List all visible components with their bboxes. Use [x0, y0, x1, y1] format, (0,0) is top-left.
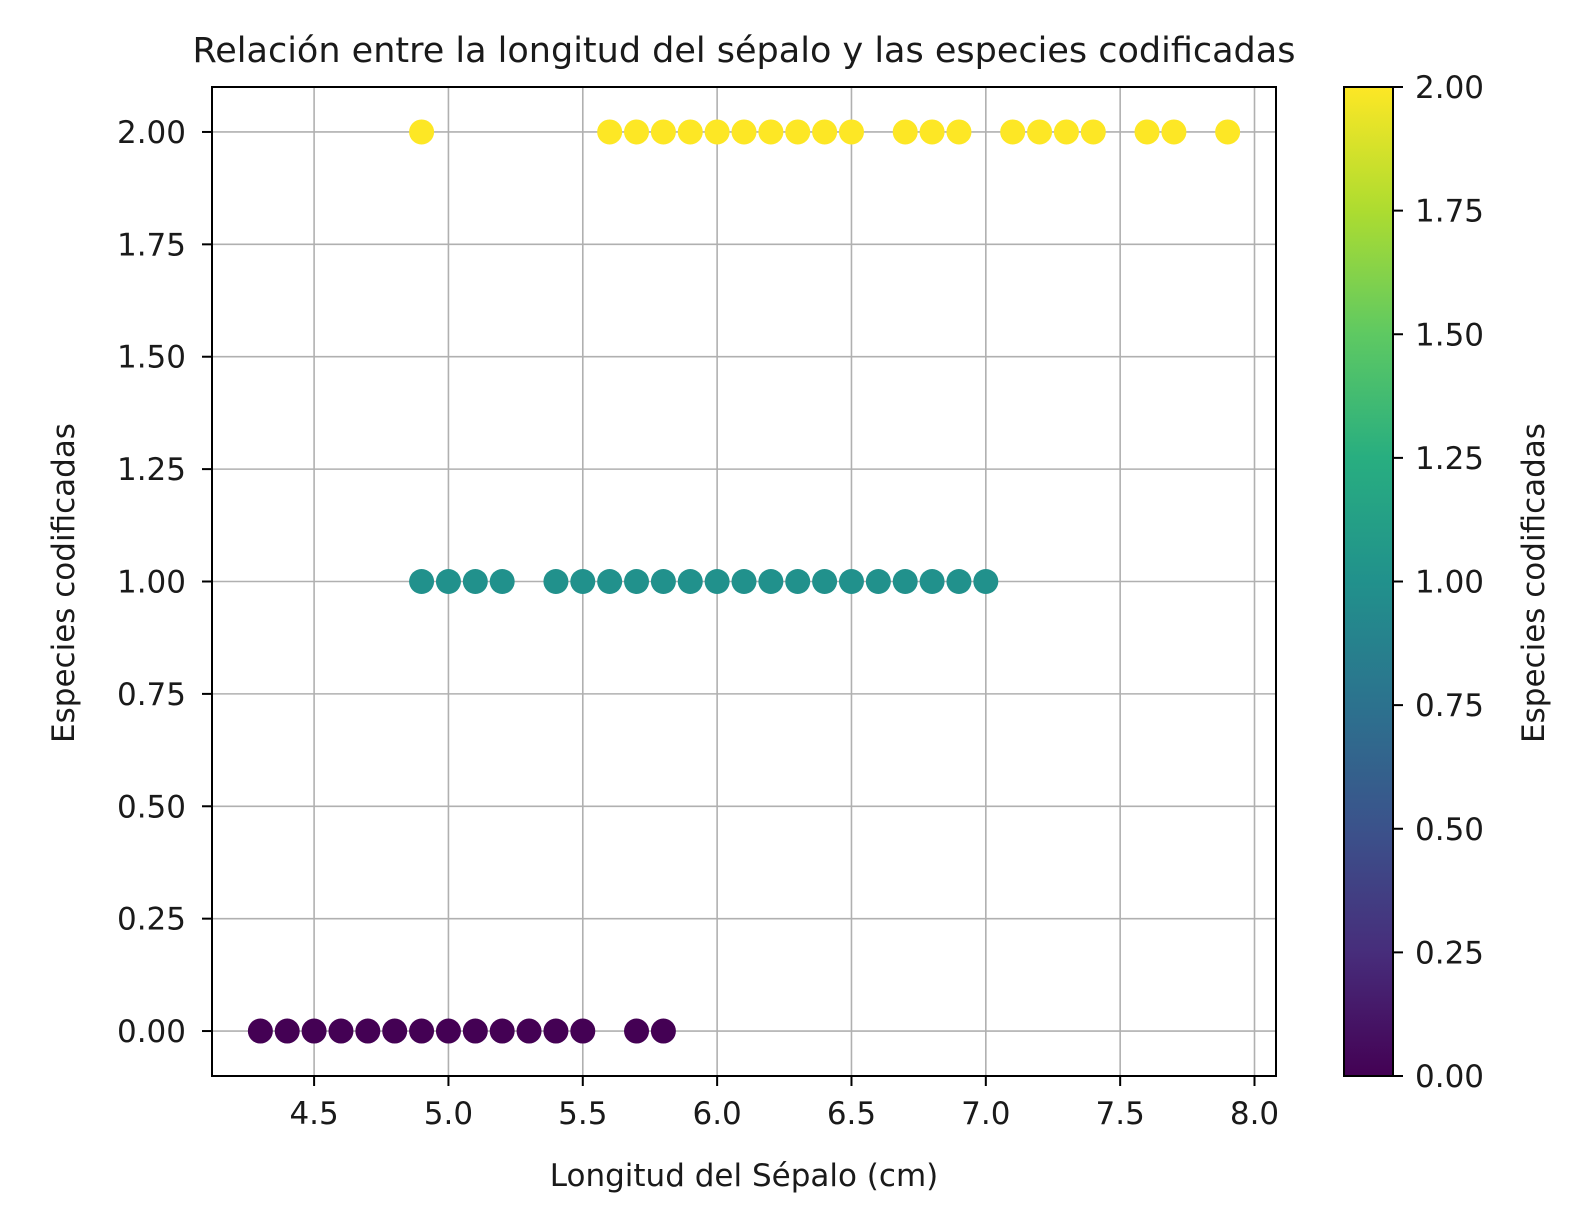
- scatter-point: [892, 119, 918, 145]
- scatter-point: [516, 1018, 542, 1044]
- scatter-point: [677, 569, 703, 594]
- x-tick-label: 7.5: [1096, 1096, 1145, 1132]
- scatter-point: [624, 1018, 650, 1044]
- scatter-point: [973, 569, 999, 594]
- scatter-point: [489, 569, 515, 594]
- scatter-point: [919, 569, 945, 594]
- colorbar-tick-label: 0.00: [1415, 1059, 1484, 1095]
- scatter-point: [650, 1018, 676, 1044]
- scatter-point: [409, 119, 435, 145]
- scatter-point: [1053, 119, 1079, 145]
- colorbar-tick-label: 1.00: [1415, 565, 1484, 601]
- scatter-point: [758, 569, 784, 594]
- scatter-point: [704, 119, 730, 145]
- colorbar-tick-label: 2.00: [1415, 70, 1484, 106]
- y-tick-label: 1.00: [117, 565, 186, 601]
- x-tick-label: 6.0: [692, 1096, 741, 1132]
- scatter-point: [865, 569, 891, 594]
- scatter-point: [409, 569, 435, 594]
- scatter-point: [462, 569, 488, 594]
- scatter-point: [570, 1018, 596, 1044]
- scatter-point: [328, 1018, 354, 1044]
- scatter-point: [543, 569, 569, 594]
- colorbar-tick-label: 0.50: [1415, 812, 1484, 848]
- x-tick-label: 7.0: [961, 1096, 1010, 1132]
- scatter-point: [382, 1018, 408, 1044]
- scatter-point: [1027, 119, 1053, 145]
- colorbar-tick-label: 1.75: [1415, 194, 1484, 230]
- scatter-point: [919, 119, 945, 145]
- scatter-point: [1134, 119, 1160, 145]
- colorbar-tick-label: 0.75: [1415, 688, 1484, 724]
- y-tick-label: 0.50: [117, 789, 186, 825]
- scatter-point: [892, 569, 918, 594]
- scatter-point: [435, 569, 461, 594]
- scatter-point: [838, 569, 864, 594]
- scatter-point: [301, 1018, 327, 1044]
- scatter-point: [1161, 119, 1187, 145]
- scatter-point: [624, 119, 650, 145]
- chart-title: Relación entre la longitud del sépalo y …: [193, 31, 1296, 71]
- y-axis: 0.00 0.25 0.50 0.75 1.00 1.25 1.50 1.75 2.00: [117, 115, 212, 1050]
- scatter-point: [812, 119, 838, 145]
- scatter-point: [731, 119, 757, 145]
- colorbar-tick-label: 1.50: [1415, 317, 1484, 353]
- x-axis: 4.5 5.0 5.5 6.0 6.5 7.0 7.5 8.0: [289, 1076, 1279, 1132]
- scatter-point: [462, 1018, 488, 1044]
- y-tick-label: 0.75: [117, 677, 186, 713]
- scatter-point: [677, 119, 703, 145]
- colorbar: [1343, 86, 1394, 1077]
- x-axis-label: Longitud del Sépalo (cm): [550, 1158, 938, 1194]
- scatter-point: [812, 569, 838, 594]
- scatter-point: [650, 119, 676, 145]
- x-tick-label: 5.5: [558, 1096, 607, 1132]
- scatter-point: [597, 119, 623, 145]
- scatter-point: [247, 1018, 273, 1044]
- x-tick-label: 5.0: [424, 1096, 473, 1132]
- y-tick-label: 1.50: [117, 340, 186, 376]
- colorbar-axis: 0.00 0.25 0.50 0.75 1.00 1.25 1.50 1.75 2.00: [1393, 70, 1484, 1095]
- scatter-point: [570, 569, 596, 594]
- scatter-point: [1215, 119, 1241, 145]
- y-tick-label: 0.00: [117, 1014, 186, 1050]
- scatter-points: [247, 119, 1241, 1044]
- x-tick-label: 8.0: [1230, 1096, 1279, 1132]
- scatter-point: [274, 1018, 300, 1044]
- scatter-point: [1080, 119, 1106, 145]
- scatter-point: [758, 119, 784, 145]
- scatter-point: [785, 569, 811, 594]
- x-tick-label: 6.5: [827, 1096, 876, 1132]
- scatter-point: [731, 569, 757, 594]
- scatter-point: [543, 1018, 569, 1044]
- scatter-point: [489, 1018, 515, 1044]
- colorbar-tick-label: 0.25: [1415, 935, 1484, 971]
- colorbar-label: Especies codificadas: [1516, 423, 1552, 743]
- y-axis-label: Especies codificadas: [46, 423, 82, 743]
- x-tick-label: 4.5: [289, 1096, 338, 1132]
- scatter-point: [624, 569, 650, 594]
- scatter-point: [435, 1018, 461, 1044]
- scatter-point: [409, 1018, 435, 1044]
- colorbar-tick-label: 1.25: [1415, 441, 1484, 477]
- scatter-point: [1000, 119, 1026, 145]
- scatter-point: [597, 569, 623, 594]
- scatter-point: [355, 1018, 381, 1044]
- scatter-point: [946, 569, 972, 594]
- y-tick-label: 0.25: [117, 902, 186, 938]
- scatter-point: [650, 569, 676, 594]
- scatter-point: [704, 569, 730, 594]
- scatter-point: [785, 119, 811, 145]
- y-tick-label: 2.00: [117, 115, 186, 151]
- scatter-point: [838, 119, 864, 145]
- y-tick-label: 1.75: [117, 227, 186, 263]
- scatter-point: [946, 119, 972, 145]
- y-tick-label: 1.25: [117, 452, 186, 488]
